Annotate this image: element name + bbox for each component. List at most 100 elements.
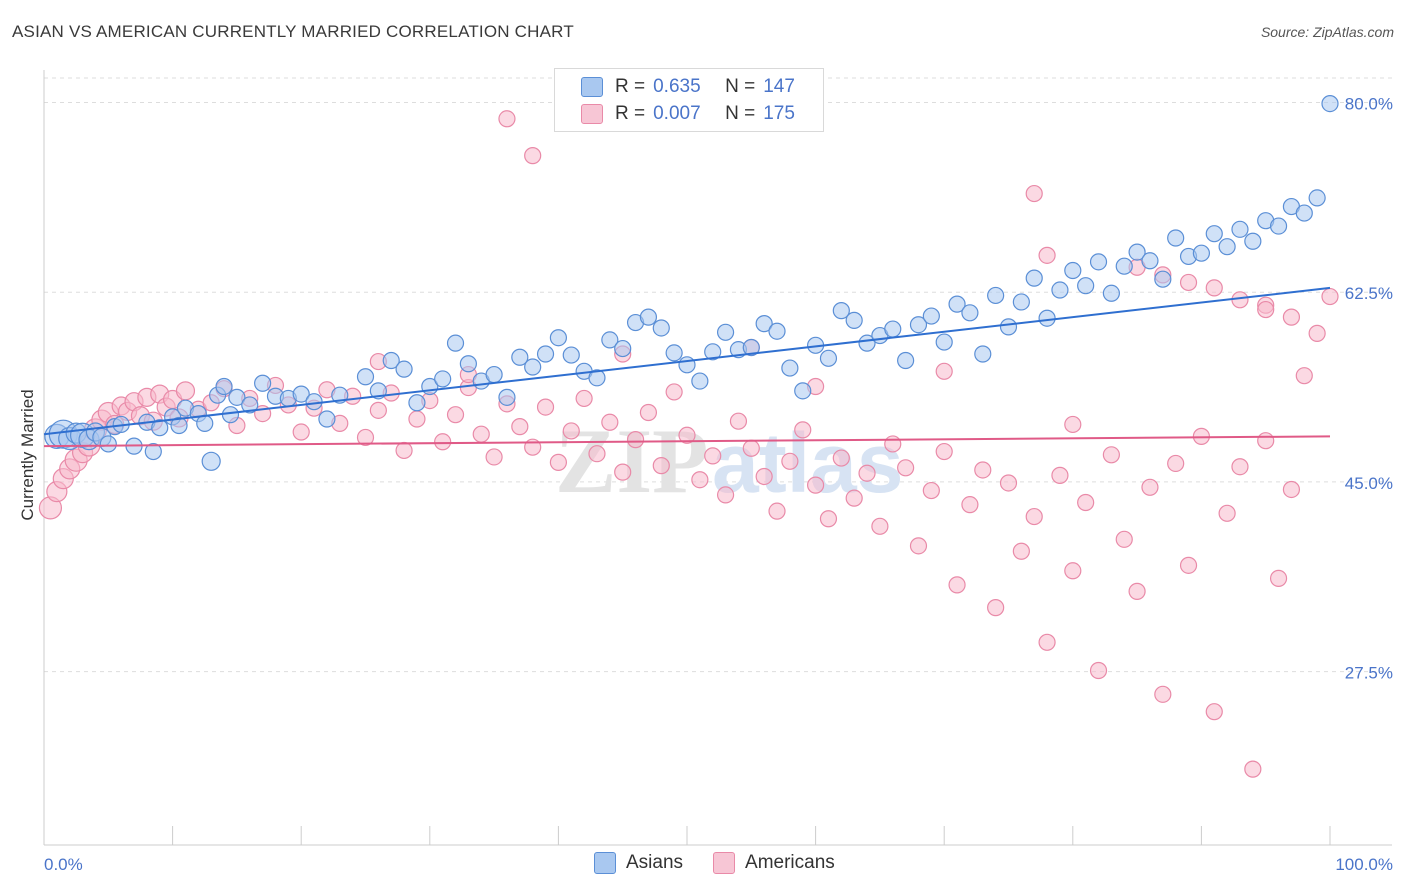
americans-point <box>742 439 760 457</box>
asians-point <box>1128 243 1146 261</box>
asians-trend-line <box>43 286 1331 436</box>
asians-point <box>305 393 323 411</box>
asians-point <box>639 308 658 326</box>
asians-point <box>228 388 246 406</box>
americans-point <box>1077 493 1095 512</box>
americans-point <box>1231 291 1249 309</box>
asians-point <box>922 307 940 325</box>
americans-swatch <box>581 104 603 124</box>
americans-point <box>1257 300 1275 319</box>
americans-point <box>678 426 696 444</box>
asians-point <box>1295 204 1313 222</box>
asians-point <box>691 372 709 390</box>
americans-point <box>781 452 799 470</box>
asians-point <box>948 295 966 313</box>
asians-point <box>1051 281 1069 299</box>
asians-point <box>1192 244 1211 262</box>
americans-point <box>948 576 966 594</box>
americans-point <box>1179 273 1198 292</box>
americans-point <box>897 459 915 477</box>
americans-point <box>845 489 863 507</box>
asians-point <box>1205 225 1223 243</box>
americans-point <box>1308 324 1326 342</box>
chart-title: ASIAN VS AMERICAN CURRENTLY MARRIED CORR… <box>12 22 574 41</box>
asians-point <box>446 334 465 352</box>
americans-point <box>922 481 940 500</box>
americans-point <box>369 401 387 419</box>
asians-point <box>1038 309 1056 327</box>
asians-point <box>524 358 542 376</box>
asians-point <box>395 360 413 378</box>
legend-r-label: R = <box>615 103 646 124</box>
americans-point <box>961 496 979 514</box>
y-tick-label: 80.0% <box>1345 95 1393 114</box>
asians-point <box>716 323 735 341</box>
legend-item-americans[interactable]: Americans <box>713 852 835 874</box>
americans-point <box>806 476 825 494</box>
americans-point <box>408 410 426 428</box>
americans-point <box>1064 415 1082 434</box>
asians-point <box>884 320 902 338</box>
y-tick-label: 27.5% <box>1345 664 1393 683</box>
axes <box>43 70 1392 846</box>
americans-swatch <box>713 852 736 874</box>
asians-point <box>562 346 580 364</box>
chart-source: Source: ZipAtlas.com <box>1260 24 1394 40</box>
asians-point <box>318 410 336 428</box>
asians-point <box>665 344 683 362</box>
asians-point <box>511 348 529 366</box>
americans-point <box>755 467 773 486</box>
asians-point <box>1308 189 1326 207</box>
asians-swatch <box>581 77 603 97</box>
asians-point <box>832 302 850 320</box>
americans-point <box>1038 633 1056 651</box>
americans-point <box>588 445 606 463</box>
asians-point <box>961 304 979 322</box>
asians-point <box>201 451 221 471</box>
trend-lines <box>43 286 1331 448</box>
americans-point <box>1167 454 1185 473</box>
americans-point <box>1218 504 1236 522</box>
americans-point <box>794 421 812 439</box>
americans-point <box>601 413 619 431</box>
americans-point <box>1012 542 1030 560</box>
americans-point <box>729 412 748 430</box>
americans-point <box>639 403 658 422</box>
americans-point <box>1179 556 1198 574</box>
legend-n-value: 175 <box>763 103 795 124</box>
legend-label-americans: Americans <box>745 852 835 873</box>
asians-point <box>1269 217 1288 235</box>
legend-n-value: 147 <box>763 76 795 97</box>
asians-point <box>151 419 169 437</box>
americans-point <box>511 418 529 436</box>
asians-point <box>652 319 670 337</box>
asians-point <box>254 374 272 392</box>
asians-point <box>434 370 452 388</box>
americans-point <box>691 471 709 489</box>
asians-point <box>99 435 117 453</box>
americans-points <box>38 110 1339 778</box>
asians-point <box>1064 261 1082 280</box>
americans-point <box>562 422 580 440</box>
americans-point <box>884 435 902 453</box>
asians-point <box>897 351 915 370</box>
americans-point <box>704 447 722 465</box>
asians-point <box>1025 269 1043 287</box>
americans-point <box>175 381 196 401</box>
asians-point <box>241 396 259 414</box>
asians-point <box>1231 220 1249 238</box>
asians-point <box>755 315 773 333</box>
asians-point <box>1321 95 1339 113</box>
legend-item-asians[interactable]: Asians <box>594 852 683 874</box>
legend-label-asians: Asians <box>626 852 684 873</box>
asians-point <box>170 416 188 435</box>
americans-point <box>626 431 645 449</box>
asians-point <box>614 339 632 358</box>
americans-point <box>536 398 555 416</box>
asians-point <box>459 355 477 373</box>
y-tick-label: 45.0% <box>1345 474 1393 493</box>
americans-point <box>498 110 516 128</box>
asians-point <box>1244 232 1262 250</box>
asians-point <box>768 322 786 340</box>
